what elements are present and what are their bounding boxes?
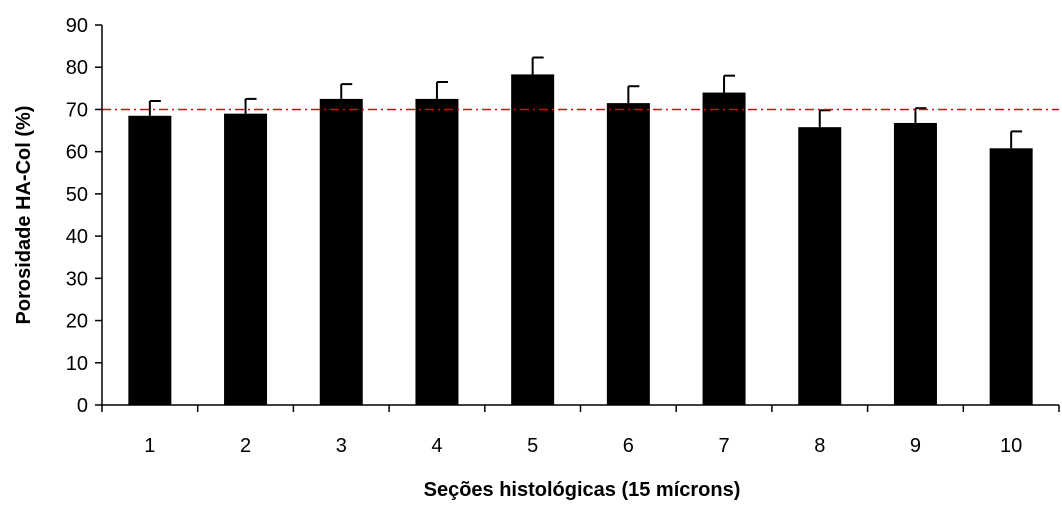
y-tick-label: 60 <box>66 142 88 164</box>
x-tick-label: 8 <box>814 435 825 457</box>
bar-1 <box>128 115 172 406</box>
x-axis-ticks: 1 2 3 4 5 6 7 8 9 10 <box>101 405 1060 457</box>
bar-4 <box>415 98 459 405</box>
y-tick-label: 20 <box>66 311 88 333</box>
y-tick-label: 30 <box>66 268 88 290</box>
x-tick-label: 1 <box>144 435 155 457</box>
x-tick-label: 2 <box>240 435 251 457</box>
bar-10 <box>989 148 1033 406</box>
x-axis-title: Seções histológicas (15 mícrons) <box>424 479 741 501</box>
bar-3 <box>319 98 363 405</box>
y-tick-label: 70 <box>66 99 88 121</box>
x-tick-label: 6 <box>623 435 634 457</box>
bar-5 <box>511 74 555 406</box>
y-tick-label: 0 <box>77 395 88 417</box>
bar-7 <box>702 92 746 406</box>
y-axis-title: Porosidade HA-Col (%) <box>13 106 35 325</box>
x-tick-label: 3 <box>336 435 347 457</box>
y-tick-label: 90 <box>66 15 88 37</box>
x-tick-label: 9 <box>910 435 921 457</box>
bar-9 <box>893 122 937 405</box>
y-tick-label: 50 <box>66 184 88 206</box>
chart-marks <box>128 56 1033 406</box>
bar-6 <box>606 103 650 405</box>
x-tick-label: 7 <box>718 435 729 457</box>
x-tick-label: 10 <box>1000 435 1022 457</box>
y-tick-label: 40 <box>66 226 88 248</box>
bar-2 <box>224 113 268 406</box>
x-tick-label: 5 <box>527 435 538 457</box>
y-tick-label: 10 <box>66 353 88 375</box>
x-tick-label: 4 <box>431 435 442 457</box>
bar-8 <box>798 127 842 405</box>
y-axis-ticks: 0 10 20 30 40 50 60 70 80 90 <box>66 15 102 417</box>
y-tick-label: 80 <box>66 57 88 79</box>
